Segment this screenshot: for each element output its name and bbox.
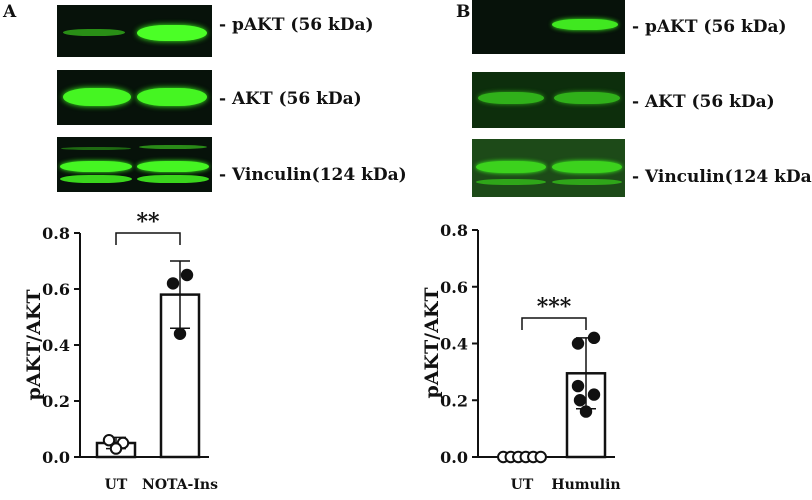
- panel-a-letter: A: [3, 2, 17, 22]
- blot-band: [552, 161, 622, 173]
- blot-band: [63, 88, 131, 106]
- y-tick-label: 0.4: [440, 335, 468, 354]
- blot-label-b-pakt: - pAKT (56 kDa): [632, 17, 787, 37]
- blot-band: [60, 175, 132, 183]
- data-point: [573, 394, 587, 407]
- y-tick-label: 0.6: [42, 280, 70, 299]
- data-point: [534, 450, 547, 464]
- y-tick-label: 0.8: [42, 224, 70, 243]
- blot-band: [139, 145, 207, 149]
- y-tick-label: 0.8: [440, 221, 468, 240]
- blot-band: [137, 175, 209, 183]
- y-axis-label: pAKT/AKT: [421, 287, 443, 398]
- data-point: [180, 268, 194, 282]
- significance-stars: **: [136, 209, 160, 235]
- blot-label-a-akt: - AKT (56 kDa): [219, 89, 362, 109]
- blot-band: [552, 19, 618, 30]
- panel-b-letter: B: [456, 2, 471, 22]
- blot-band: [554, 92, 620, 104]
- chart-b: 0.0 0.2 0.4 0.6 0.8 pAKT/AKT UT Humulin ***: [421, 221, 621, 493]
- blot-band: [478, 92, 544, 104]
- y-tick-label: 0.0: [440, 448, 468, 467]
- x-tick-label: NOTA-Ins: [142, 477, 218, 493]
- blot-b-akt: [472, 72, 625, 128]
- data-point: [587, 331, 601, 345]
- blot-a-akt: [57, 70, 212, 125]
- x-tick-label: UT: [511, 477, 534, 493]
- blot-band: [137, 25, 207, 41]
- data-point: [173, 327, 187, 340]
- blot-band: [137, 161, 209, 172]
- chart-a: 0.0 0.2 0.4 0.6 0.8 pAKT/AKT UT NOTA-Ins **: [23, 209, 218, 493]
- blot-a-vinculin: [57, 137, 212, 192]
- y-tick-label: 0.2: [42, 392, 70, 411]
- blot-band: [137, 88, 207, 106]
- blot-label-b-vinculin: - Vinculin(124 kDa): [632, 167, 812, 187]
- blot-a-pakt: [57, 5, 212, 57]
- data-point: [109, 442, 123, 455]
- data-point: [102, 434, 116, 447]
- x-tick-label: UT: [105, 477, 128, 493]
- y-axis-label: pAKT/AKT: [23, 289, 45, 400]
- y-tick-label: 0.6: [440, 278, 468, 297]
- data-point: [587, 388, 601, 401]
- blot-band: [61, 147, 131, 150]
- significance-stars: ***: [537, 294, 572, 320]
- blot-label-b-akt: - AKT (56 kDa): [632, 92, 775, 112]
- blot-label-a-vinculin: - Vinculin(124 kDa): [219, 165, 407, 185]
- y-tick-label: 0.0: [42, 448, 70, 467]
- data-point: [166, 277, 180, 290]
- blot-band: [476, 179, 546, 185]
- significance-bracket: [521, 317, 587, 330]
- blot-b-pakt: [472, 0, 625, 54]
- x-tick-label: Humulin: [551, 477, 620, 493]
- data-point: [579, 405, 593, 418]
- y-tick-label: 0.2: [440, 391, 468, 410]
- blot-b-vinculin: [472, 139, 625, 197]
- significance-bracket: [115, 232, 181, 245]
- blot-band: [552, 179, 622, 185]
- blot-band: [63, 29, 125, 36]
- blot-band: [476, 161, 546, 173]
- data-point: [571, 337, 585, 350]
- y-tick-label: 0.4: [42, 336, 70, 355]
- blot-band: [60, 161, 132, 172]
- blot-label-a-pakt: - pAKT (56 kDa): [219, 15, 374, 35]
- data-point: [571, 379, 585, 393]
